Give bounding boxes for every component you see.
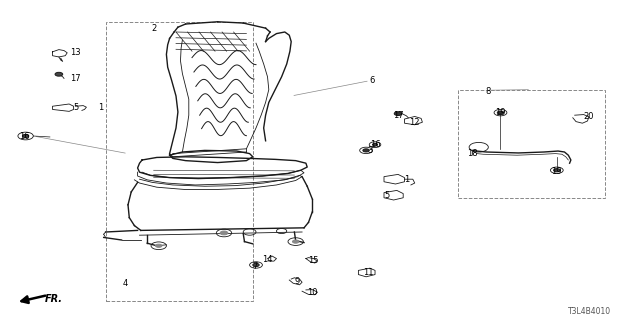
Text: 1: 1 (99, 103, 104, 112)
Text: 6: 6 (370, 76, 375, 84)
Text: 17: 17 (393, 111, 403, 120)
Text: 10: 10 (307, 288, 317, 297)
Text: 20: 20 (584, 112, 594, 121)
Text: 19: 19 (495, 108, 506, 116)
Text: FR.: FR. (45, 293, 63, 304)
Text: 15: 15 (308, 256, 319, 265)
Text: 14: 14 (262, 255, 273, 264)
Circle shape (394, 112, 402, 116)
Bar (458, 90, 605, 198)
Text: 16: 16 (19, 132, 29, 140)
Text: 1: 1 (404, 175, 409, 184)
Circle shape (292, 240, 299, 243)
Text: 9: 9 (295, 277, 300, 286)
Text: 3: 3 (367, 146, 372, 155)
Circle shape (55, 72, 63, 76)
Text: 16: 16 (370, 140, 380, 149)
Text: 5: 5 (385, 191, 390, 200)
Text: 4: 4 (122, 279, 127, 288)
Circle shape (372, 143, 378, 146)
Circle shape (554, 169, 560, 172)
Text: 18: 18 (467, 149, 477, 158)
Text: 8: 8 (485, 87, 490, 96)
Circle shape (156, 244, 162, 247)
Text: 11: 11 (363, 268, 373, 277)
Text: 5: 5 (73, 103, 78, 112)
Circle shape (220, 231, 228, 235)
Text: T3L4B4010: T3L4B4010 (568, 308, 611, 316)
Circle shape (363, 149, 369, 152)
Text: 7: 7 (252, 262, 257, 271)
Text: 13: 13 (70, 48, 81, 57)
Circle shape (22, 134, 29, 138)
Text: 19: 19 (552, 167, 562, 176)
Circle shape (497, 111, 504, 114)
Text: 17: 17 (70, 74, 81, 83)
Bar (106, 22, 253, 301)
Text: 12: 12 (410, 118, 420, 127)
Circle shape (253, 263, 259, 267)
Text: 2: 2 (151, 24, 156, 33)
